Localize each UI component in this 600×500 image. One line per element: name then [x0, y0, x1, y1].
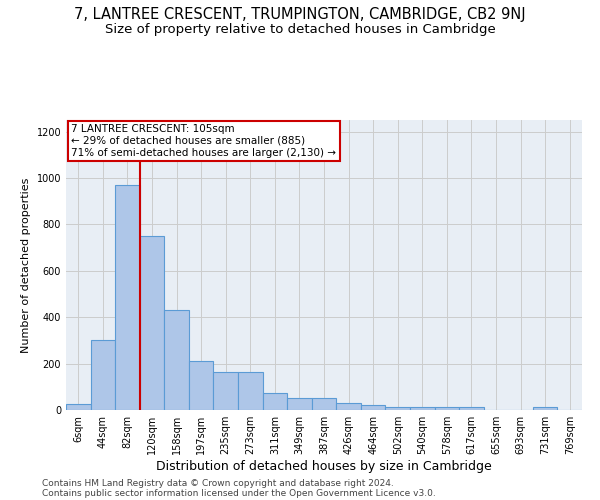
Bar: [459, 407, 484, 410]
Text: Contains HM Land Registry data © Crown copyright and database right 2024.: Contains HM Land Registry data © Crown c…: [42, 478, 394, 488]
Bar: [336, 402, 361, 410]
Text: 7, LANTREE CRESCENT, TRUMPINGTON, CAMBRIDGE, CB2 9NJ: 7, LANTREE CRESCENT, TRUMPINGTON, CAMBRI…: [74, 8, 526, 22]
Bar: [434, 407, 459, 410]
Bar: [91, 340, 115, 410]
Bar: [287, 398, 312, 410]
Bar: [66, 404, 91, 410]
Bar: [312, 398, 336, 410]
Bar: [140, 236, 164, 410]
Bar: [385, 407, 410, 410]
Bar: [533, 407, 557, 410]
Bar: [115, 185, 140, 410]
Text: 7 LANTREE CRESCENT: 105sqm
← 29% of detached houses are smaller (885)
71% of sem: 7 LANTREE CRESCENT: 105sqm ← 29% of deta…: [71, 124, 336, 158]
Text: Contains public sector information licensed under the Open Government Licence v3: Contains public sector information licen…: [42, 488, 436, 498]
Bar: [410, 407, 434, 410]
Text: Size of property relative to detached houses in Cambridge: Size of property relative to detached ho…: [104, 22, 496, 36]
Bar: [361, 406, 385, 410]
Bar: [164, 310, 189, 410]
Bar: [189, 362, 214, 410]
Bar: [238, 372, 263, 410]
Y-axis label: Number of detached properties: Number of detached properties: [21, 178, 31, 352]
Bar: [214, 372, 238, 410]
Bar: [263, 392, 287, 410]
X-axis label: Distribution of detached houses by size in Cambridge: Distribution of detached houses by size …: [156, 460, 492, 473]
